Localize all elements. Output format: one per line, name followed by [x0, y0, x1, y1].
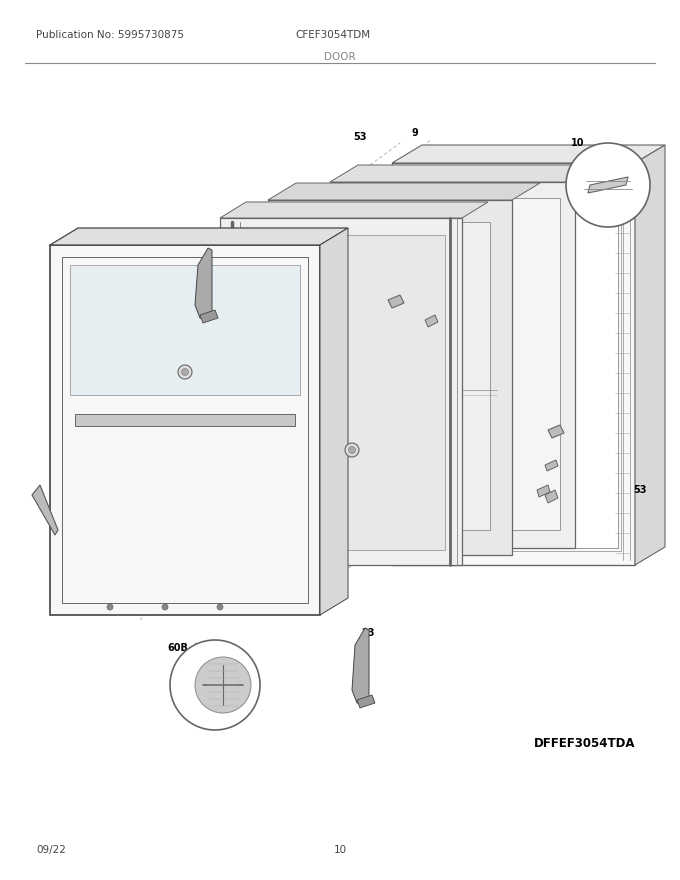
Polygon shape	[392, 145, 665, 163]
Text: 21: 21	[169, 355, 183, 365]
Polygon shape	[392, 163, 635, 565]
Text: 55: 55	[320, 381, 334, 391]
Polygon shape	[545, 490, 558, 503]
Circle shape	[162, 604, 168, 610]
Polygon shape	[635, 145, 665, 565]
Polygon shape	[330, 182, 575, 548]
Text: 09/22: 09/22	[36, 845, 66, 855]
Text: 13: 13	[123, 605, 137, 615]
Circle shape	[566, 143, 650, 227]
Text: DFFEF3054TDA: DFFEF3054TDA	[534, 737, 635, 750]
Text: 53: 53	[353, 132, 367, 142]
Polygon shape	[357, 695, 375, 708]
Polygon shape	[425, 315, 438, 327]
Text: 12: 12	[597, 188, 611, 198]
Polygon shape	[238, 235, 445, 550]
Polygon shape	[537, 485, 550, 497]
Polygon shape	[220, 202, 488, 218]
Text: 20: 20	[389, 279, 403, 289]
Circle shape	[345, 443, 359, 457]
Text: 23: 23	[361, 628, 375, 638]
Text: 10: 10	[333, 845, 347, 855]
Circle shape	[182, 369, 188, 376]
Polygon shape	[330, 165, 603, 182]
Text: CFEF3054TDM: CFEF3054TDM	[295, 30, 370, 40]
Text: 40: 40	[430, 531, 444, 541]
Polygon shape	[50, 245, 320, 615]
Text: 16: 16	[235, 320, 249, 330]
Text: Publication No: 5995730875: Publication No: 5995730875	[36, 30, 184, 40]
Text: 40: 40	[257, 383, 271, 393]
Circle shape	[178, 365, 192, 379]
Polygon shape	[195, 248, 212, 320]
Polygon shape	[345, 198, 560, 530]
Circle shape	[107, 604, 113, 610]
Text: 4: 4	[335, 560, 341, 570]
Polygon shape	[268, 183, 540, 200]
Polygon shape	[32, 485, 58, 535]
Circle shape	[170, 640, 260, 730]
Text: 21: 21	[338, 435, 352, 445]
Text: DOOR: DOOR	[324, 52, 356, 62]
Circle shape	[195, 657, 251, 713]
Polygon shape	[388, 295, 404, 308]
Polygon shape	[345, 375, 378, 410]
Text: 53: 53	[633, 485, 647, 495]
Text: 8: 8	[522, 490, 528, 500]
Polygon shape	[200, 310, 218, 323]
Text: 10: 10	[571, 138, 585, 148]
Text: 9: 9	[411, 128, 418, 138]
Polygon shape	[548, 425, 564, 438]
Circle shape	[217, 604, 223, 610]
Text: 6: 6	[472, 513, 478, 523]
Circle shape	[348, 446, 356, 453]
Text: 17: 17	[423, 303, 437, 313]
Polygon shape	[75, 414, 295, 426]
Polygon shape	[545, 460, 558, 471]
Polygon shape	[320, 228, 348, 615]
Text: 10: 10	[598, 167, 612, 177]
Polygon shape	[50, 228, 348, 245]
Polygon shape	[352, 628, 369, 705]
Text: 17: 17	[539, 478, 551, 488]
Polygon shape	[290, 222, 490, 530]
Text: 8: 8	[526, 450, 533, 460]
Text: 39: 39	[61, 515, 75, 525]
Text: 60B: 60B	[167, 643, 188, 653]
Text: 20: 20	[534, 445, 548, 455]
Polygon shape	[345, 480, 375, 500]
Polygon shape	[268, 200, 512, 555]
Text: 23: 23	[211, 240, 225, 250]
Polygon shape	[70, 265, 300, 395]
Polygon shape	[410, 180, 618, 548]
Text: 7: 7	[304, 269, 310, 279]
Text: 55: 55	[353, 490, 367, 500]
Polygon shape	[220, 218, 462, 565]
Polygon shape	[588, 177, 628, 193]
